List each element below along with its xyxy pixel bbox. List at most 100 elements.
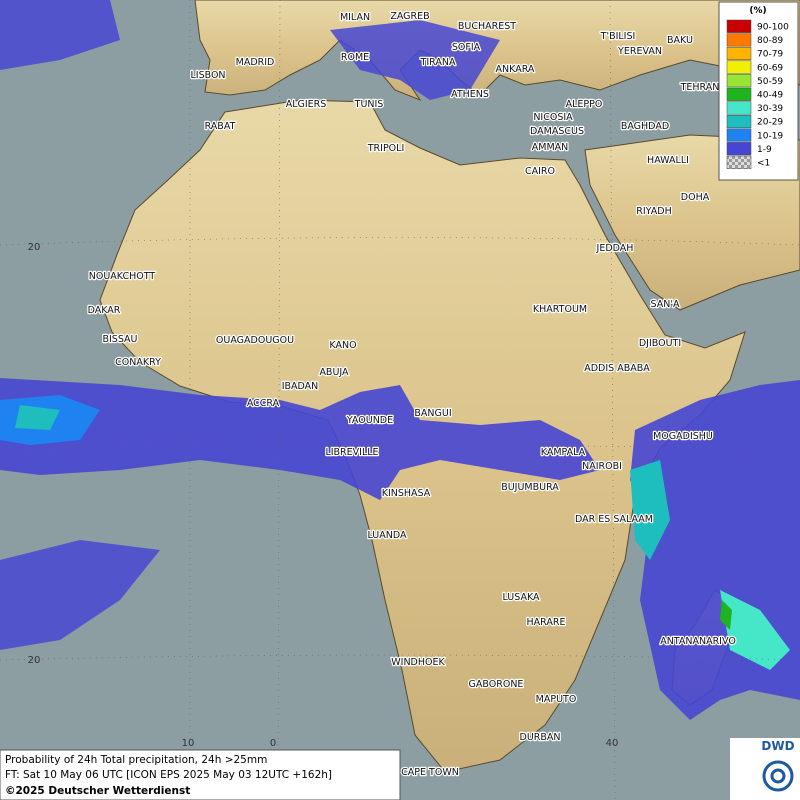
city-label: KANO — [329, 340, 356, 351]
city-label: ACCRA — [247, 398, 280, 409]
logo-icon — [770, 768, 786, 784]
city-label: AMMAN — [532, 142, 569, 153]
city-label: JEDDAH — [596, 243, 634, 254]
city-label: NAIROBI — [582, 461, 622, 472]
footer-box — [0, 749, 401, 800]
city-label: MOGADISHU — [653, 431, 713, 442]
city-label: NOUAKCHOTT — [89, 271, 156, 282]
logo-text: DWD — [761, 739, 794, 753]
city-label: BAKU — [667, 35, 693, 46]
legend-label: 30-39 — [757, 104, 783, 114]
city-label: ADDIS ABABA — [584, 363, 650, 374]
city-label: SAN'A — [651, 299, 680, 310]
city-label: WINDHOEK — [391, 657, 445, 668]
city-label: IBADAN — [282, 381, 319, 392]
legend-swatch — [726, 46, 752, 61]
precipitation — [0, 0, 800, 720]
legend: (%) 90-100 80-89 70-79 60-69 50-59 40-49 30-39 2… — [718, 1, 799, 181]
city-label: ROME — [341, 52, 369, 63]
legend-swatch — [726, 114, 752, 129]
city-label: MAPUTO — [536, 694, 577, 705]
grid-label: 40 — [606, 738, 619, 749]
city-label: YEREVAN — [617, 46, 662, 57]
logo-icon — [762, 760, 794, 792]
city-label: BUJUMBURA — [501, 482, 559, 493]
city-label: BUCHAREST — [458, 21, 516, 32]
city-label: RABAT — [205, 121, 236, 132]
city-label: CONAKRY — [115, 357, 161, 368]
city-label: KINSHASA — [382, 488, 431, 499]
city-label: BAGHDAD — [621, 121, 669, 132]
city-label: TIRANA — [420, 57, 456, 68]
city-label: RIYADH — [636, 206, 671, 217]
city-label: DOHA — [681, 192, 710, 203]
legend-label: <1 — [757, 159, 770, 169]
legend-label: 60-69 — [757, 63, 783, 73]
city-labels: MILAN ZAGREB BUCHAREST T'BILISI BAKU MADRID RO… — [86, 10, 737, 780]
legend-swatch — [726, 101, 752, 115]
city-label: MILAN — [340, 12, 370, 23]
legend-swatch — [726, 74, 752, 88]
city-label: LUANDA — [367, 530, 407, 541]
city-label: KAMPALA — [541, 447, 586, 458]
city-label: SOFIA — [452, 42, 481, 53]
legend-swatch — [726, 142, 752, 156]
legend-label: 10-19 — [757, 131, 783, 141]
city-label: DAMASCUS — [530, 126, 584, 137]
legend-label: 70-79 — [757, 50, 783, 60]
legend-swatch — [726, 19, 752, 33]
footer-line1: Probability of 24h Total precipitation, … — [5, 754, 267, 766]
city-label: YAOUNDE — [346, 415, 393, 426]
city-label: DURBAN — [520, 732, 561, 743]
city-label: LISBON — [190, 70, 225, 81]
city-label: CAPE TOWN — [401, 767, 459, 778]
city-label: DAR ES SALAAM — [575, 514, 653, 525]
footer: Probability of 24h Total precipitation, … — [0, 749, 401, 800]
city-label: LIBREVILLE — [325, 447, 378, 458]
city-label: DAKAR — [88, 305, 121, 316]
legend-swatch — [726, 128, 752, 142]
legend-label: 1-9 — [757, 145, 772, 155]
legend-label: 40-49 — [757, 91, 783, 101]
legend-swatch — [726, 60, 752, 74]
footer-line2: FT: Sat 10 May 06 UTC [ICON EPS 2025 May… — [5, 769, 332, 781]
footer-copyright: ©2025 Deutscher Wetterdienst — [5, 785, 190, 797]
city-label: TEHRAN — [680, 82, 720, 93]
city-label: MADRID — [236, 57, 275, 68]
city-label: ANKARA — [496, 64, 535, 75]
grid-label: 20 — [28, 655, 41, 666]
city-label: ATHENS — [451, 89, 489, 100]
city-label: ZAGREB — [390, 11, 429, 22]
city-label: HAWALLI — [647, 155, 689, 166]
city-label: OUAGADOUGOU — [216, 335, 294, 346]
city-label: GABORONE — [469, 679, 524, 690]
legend-swatch — [726, 155, 752, 169]
city-label: T'BILISI — [600, 31, 636, 42]
city-label: ABUJA — [319, 367, 349, 378]
city-label: NICOSIA — [533, 112, 573, 123]
city-label: DJIBOUTI — [639, 338, 681, 349]
legend-label: 20-29 — [757, 118, 783, 128]
grid-label: 0 — [270, 738, 276, 749]
legend-label: 80-89 — [757, 36, 783, 46]
city-label: TUNIS — [354, 99, 384, 110]
city-label: BISSAU — [102, 334, 137, 345]
city-label: LUSAKA — [502, 592, 540, 603]
city-label: BANGUI — [414, 408, 451, 419]
city-label: ANTANANARIVO — [660, 636, 736, 647]
grid-label: 20 — [28, 242, 41, 253]
city-label: ALGIERS — [286, 99, 327, 110]
logo: DWD — [730, 738, 800, 800]
legend-title: (%) — [749, 6, 766, 16]
legend-swatch — [726, 33, 752, 47]
legend-swatch — [726, 87, 752, 101]
legend-label: 90-100 — [757, 23, 789, 33]
city-label: HARARE — [527, 617, 566, 628]
city-label: KHARTOUM — [533, 304, 587, 315]
city-label: CAIRO — [525, 166, 555, 177]
city-label: ALEPPO — [566, 99, 603, 110]
city-label: TRIPOLI — [367, 143, 405, 154]
legend-label: 50-59 — [757, 77, 783, 87]
grid-label: 10 — [182, 738, 195, 749]
